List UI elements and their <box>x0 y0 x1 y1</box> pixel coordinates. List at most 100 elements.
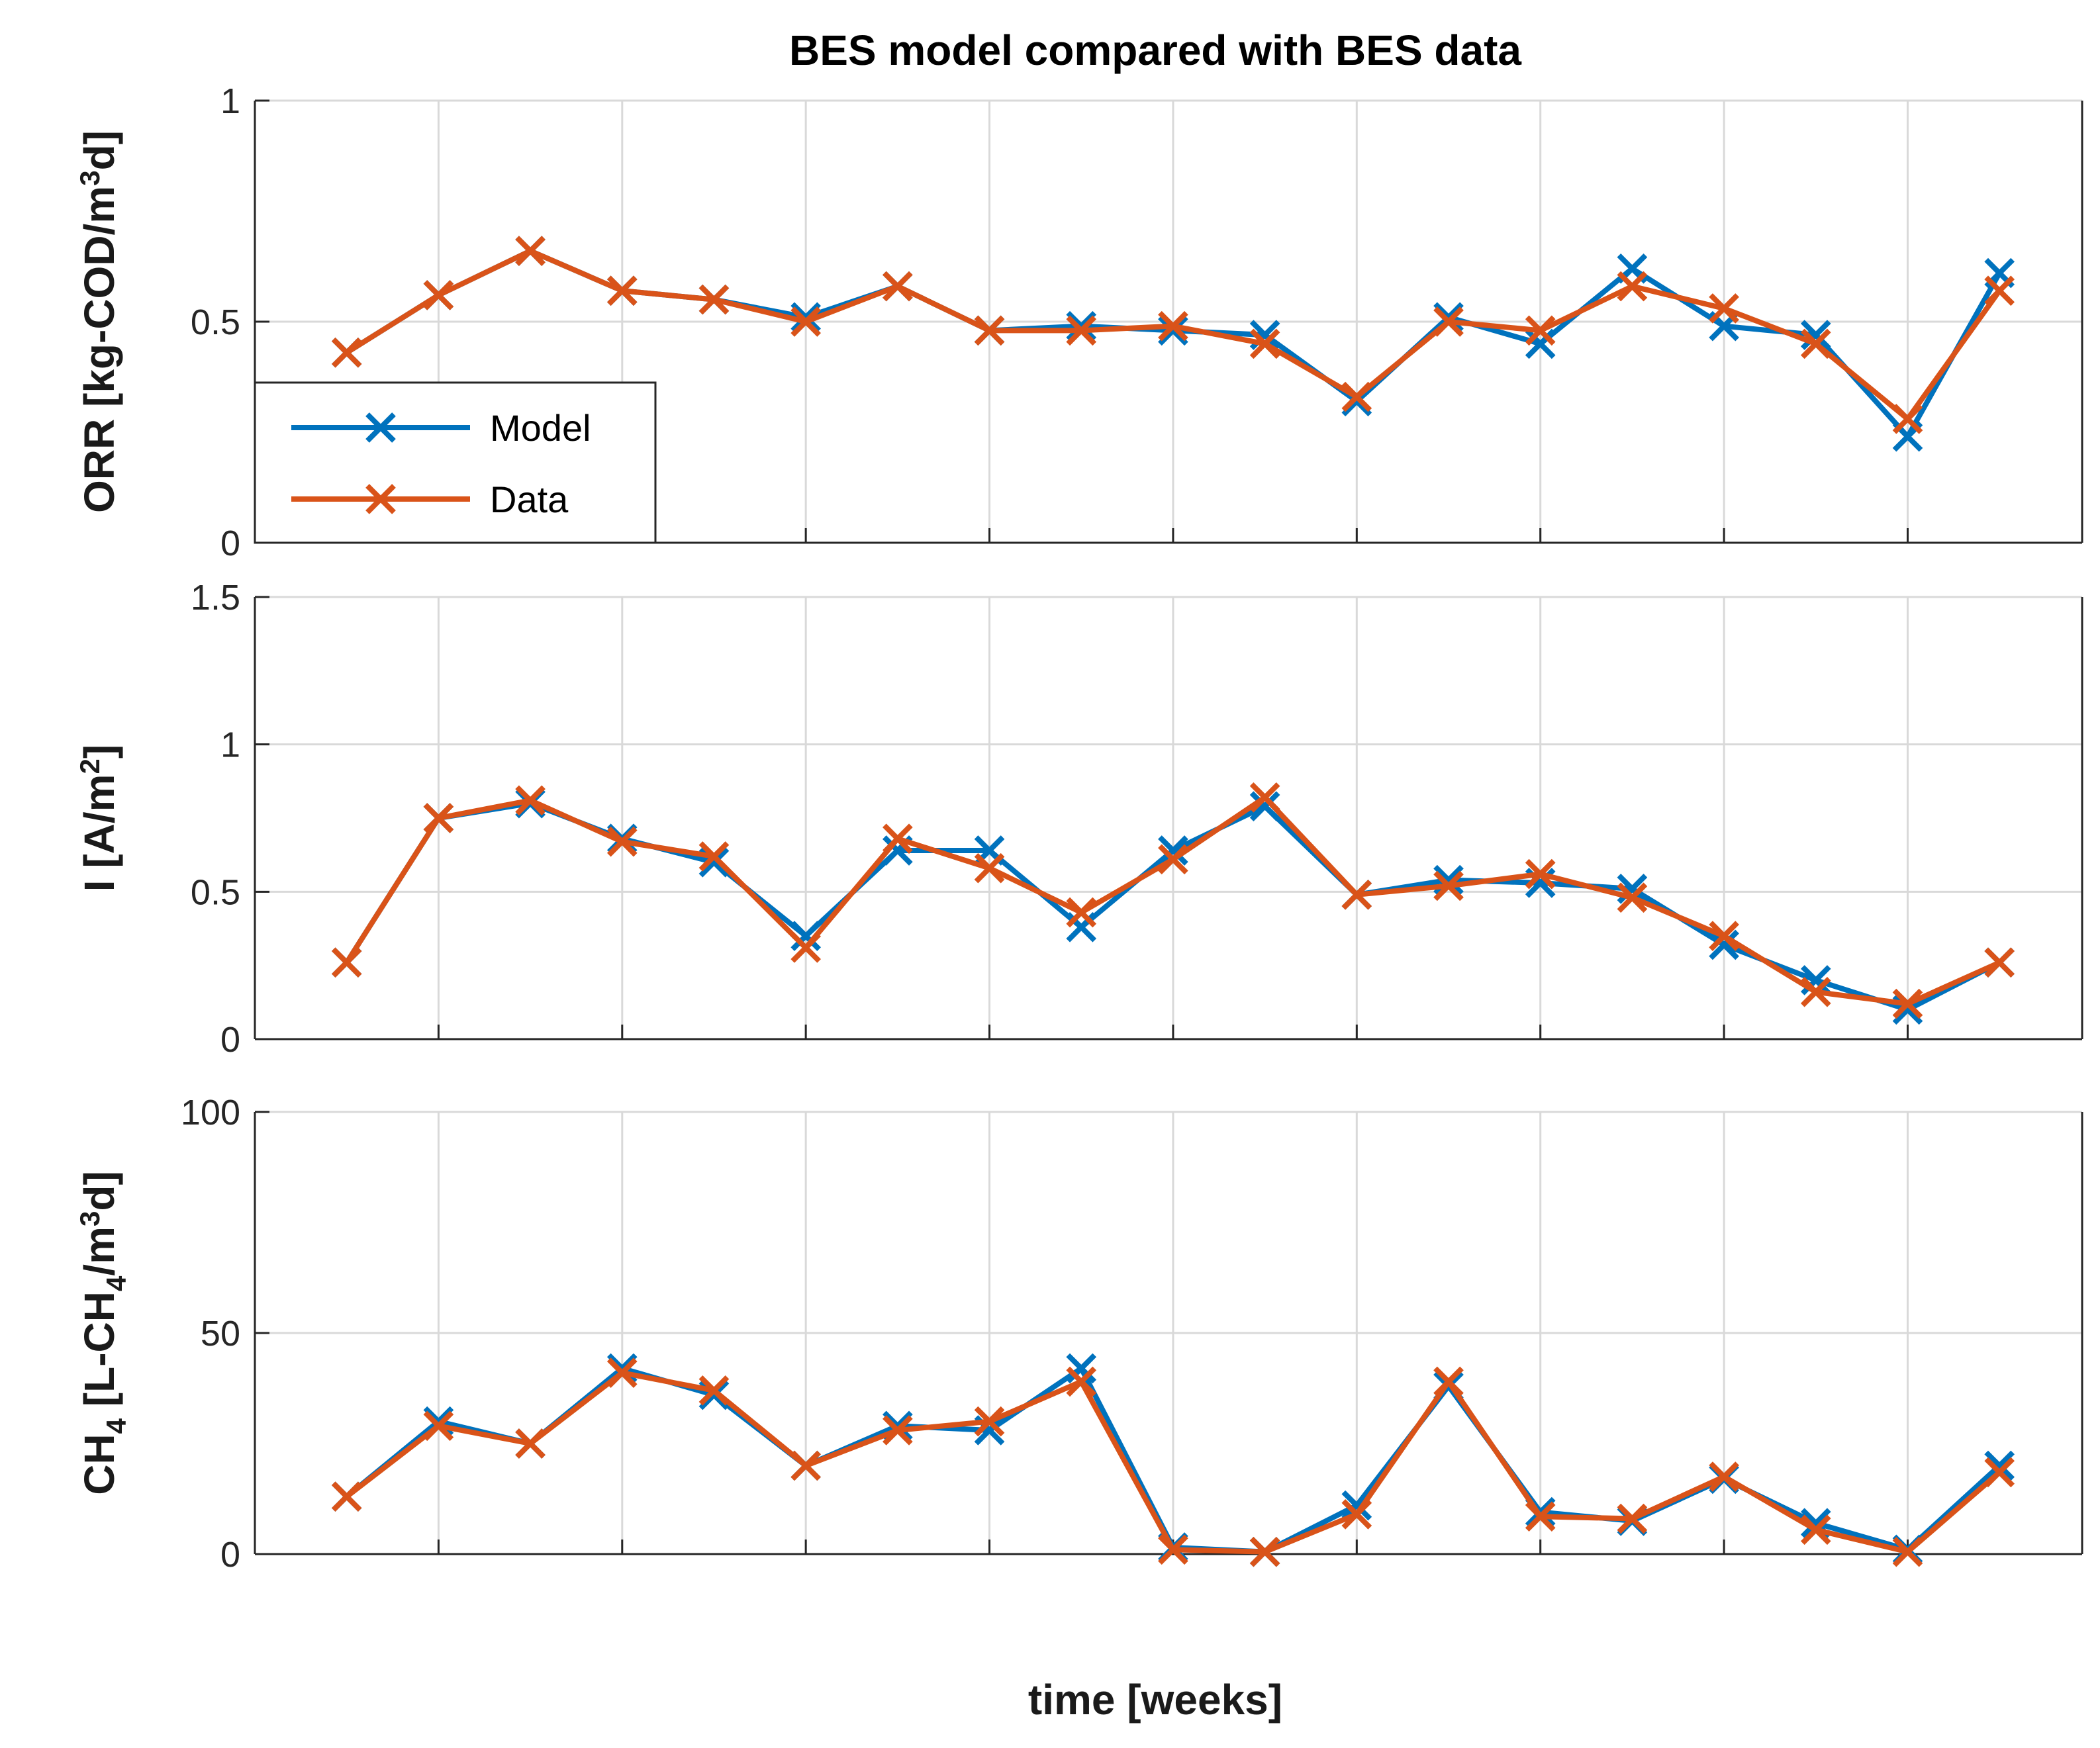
y-axis-label-part: /m <box>75 1226 123 1276</box>
marker-stroke <box>1525 1501 1556 1532</box>
legend-model-marker <box>365 412 396 443</box>
panel-1: 0 0.5 1 ORR [kg-COD/m3d] Model Data <box>74 81 2083 563</box>
data-marker <box>974 852 1005 884</box>
marker-stroke <box>698 841 730 872</box>
data-marker <box>606 275 638 306</box>
y-tick-label: 0 <box>220 1020 240 1060</box>
y-axis-label-part: ORR [kg-COD/m <box>75 186 123 513</box>
data-marker <box>423 1410 454 1442</box>
model-marker <box>1066 1353 1097 1384</box>
model-marker <box>790 302 821 333</box>
data-marker <box>974 1406 1005 1437</box>
marker-stroke <box>1800 976 1831 1007</box>
marker-stroke <box>1709 1461 1739 1492</box>
data-marker <box>1341 879 1372 910</box>
marker-stroke <box>1158 1534 1188 1565</box>
y-axis-label-part: 3 <box>74 1211 105 1226</box>
marker-stroke <box>1066 1366 1097 1397</box>
marker-stroke <box>974 315 1005 346</box>
y-axis-label: ORR [kg-COD/m3d] <box>74 130 123 513</box>
model-marker <box>1158 315 1188 346</box>
y-tick-label: 0 <box>220 1535 240 1575</box>
marker-stroke <box>698 284 730 315</box>
marker-stroke <box>790 302 821 333</box>
marker-stroke <box>515 785 546 816</box>
data-marker <box>1433 1366 1464 1397</box>
marker-stroke <box>1158 835 1188 866</box>
marker-stroke <box>1984 1450 2015 1481</box>
model-marker <box>1066 911 1097 943</box>
data-marker <box>1709 1461 1739 1492</box>
marker-stroke <box>1892 1536 1923 1567</box>
marker-stroke <box>423 1410 454 1442</box>
data-marker <box>1892 988 1923 1019</box>
data-marker <box>1066 315 1097 346</box>
data-marker <box>1984 947 2015 978</box>
marker-stroke <box>1617 1503 1648 1534</box>
marker-stroke <box>606 826 638 857</box>
data-marker <box>698 841 730 872</box>
marker-stroke <box>1892 404 1923 434</box>
legend-model-label: Model <box>490 407 591 449</box>
data-marker <box>1984 275 2015 306</box>
data-marker <box>1158 844 1188 875</box>
marker-stroke <box>883 1415 913 1446</box>
data-marker <box>883 1415 913 1446</box>
data-marker <box>1525 1501 1556 1532</box>
marker-stroke <box>1433 1366 1464 1397</box>
marker-stroke <box>974 1406 1005 1437</box>
chart-title: BES model compared with BES data <box>789 26 1521 74</box>
y-axis-label: CH4 [L-CH4/m3d] <box>74 1171 132 1495</box>
marker-stroke <box>790 306 821 337</box>
model-marker <box>1800 320 1831 350</box>
marker-stroke <box>883 823 913 854</box>
marker-stroke <box>1249 328 1280 359</box>
model-marker <box>1158 835 1188 866</box>
marker-stroke <box>1709 293 1739 324</box>
marker-stroke <box>1158 844 1188 875</box>
marker-stroke <box>331 1481 362 1512</box>
marker-stroke <box>606 275 638 306</box>
marker-stroke <box>1617 271 1648 302</box>
marker-stroke <box>1158 315 1188 346</box>
marker-stroke <box>1800 1508 1831 1539</box>
legend-box <box>254 381 657 544</box>
data-marker <box>1249 1536 1280 1567</box>
data-marker <box>423 280 454 310</box>
marker-stroke <box>1984 947 2015 978</box>
y-axis-label-part: 3 <box>74 170 105 185</box>
data-marker <box>883 823 913 854</box>
marker-stroke <box>515 1428 546 1459</box>
marker-stroke <box>423 280 454 310</box>
model-marker <box>1525 328 1556 359</box>
marker-stroke <box>698 847 730 878</box>
data-marker <box>1984 1457 2015 1488</box>
marker-stroke <box>1800 320 1831 350</box>
y-tick-label: 1 <box>220 81 240 121</box>
marker-stroke <box>1433 870 1464 901</box>
data-marker <box>515 785 546 816</box>
data-marker <box>1800 1514 1831 1545</box>
panel-2: 0 0.5 1 1.5 I [A/m2] <box>74 578 2083 1060</box>
data-marker <box>1800 976 1831 1007</box>
marker-stroke <box>1341 1490 1372 1521</box>
y-axis-label-part: d] <box>75 130 123 170</box>
marker-stroke <box>1249 782 1280 813</box>
marker-stroke <box>1525 315 1556 346</box>
marker-stroke <box>883 271 913 302</box>
data-marker <box>515 1428 546 1459</box>
marker-stroke <box>790 1450 821 1481</box>
marker-stroke <box>1525 328 1556 359</box>
y-tick-label: 1 <box>220 725 240 765</box>
y-tick-label: 0 <box>220 524 240 563</box>
marker-stroke <box>1249 791 1280 822</box>
data-marker <box>1433 870 1464 901</box>
marker-stroke <box>1433 306 1464 337</box>
marker-stroke <box>515 236 546 266</box>
marker-stroke <box>1984 275 2015 306</box>
model-marker <box>1249 791 1280 822</box>
data-marker <box>974 315 1005 346</box>
data-marker <box>1525 315 1556 346</box>
